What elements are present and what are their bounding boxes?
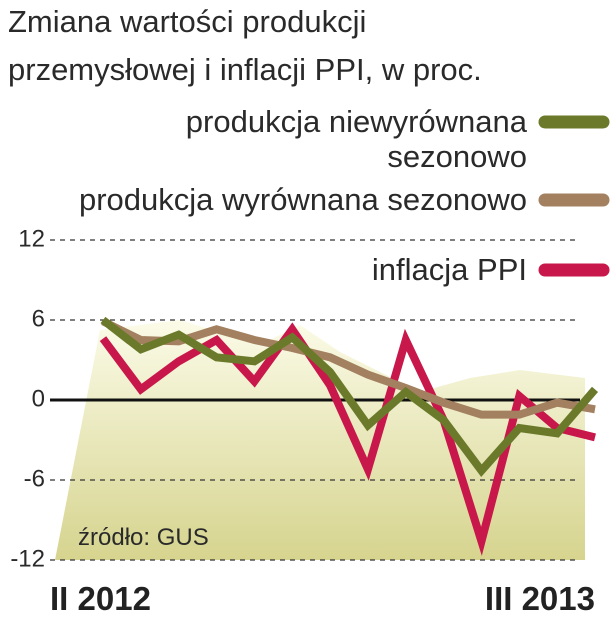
series-line: [100, 316, 599, 477]
chart-title: Zmiana wartości produkcji: [8, 4, 366, 39]
legend-label-line: sezonowo: [387, 139, 527, 174]
legend-label-line: produkcja niewyrównana: [186, 104, 528, 139]
y-tick-label: 0: [32, 385, 45, 412]
y-tick-label: 6: [32, 305, 45, 332]
legend-label: inflacja PPI: [372, 252, 527, 287]
x-tick-label: III 2013: [485, 580, 595, 617]
y-tick-label: -6: [24, 465, 45, 492]
legend: produkcja niewyrównana sezonowoprodukcja …: [79, 104, 610, 287]
legend-label: produkcja niewyrównana sezonowo: [186, 104, 528, 174]
grid: -12 -6 0 6 12 II 2012 III 2013: [10, 225, 595, 617]
background-area: [55, 320, 585, 560]
source: źródło: GUS: [78, 524, 209, 551]
x-tick-label: II 2012: [50, 580, 151, 617]
y-tick-label: 12: [18, 225, 45, 252]
plot: [99, 316, 599, 556]
y-tick-label: -12: [10, 545, 45, 572]
chart-title: przemysłowej i inflacji PPI, w proc.: [8, 52, 482, 87]
legend-label: produkcja wyrównana sezonowo: [79, 182, 527, 217]
series-line: [99, 322, 596, 556]
